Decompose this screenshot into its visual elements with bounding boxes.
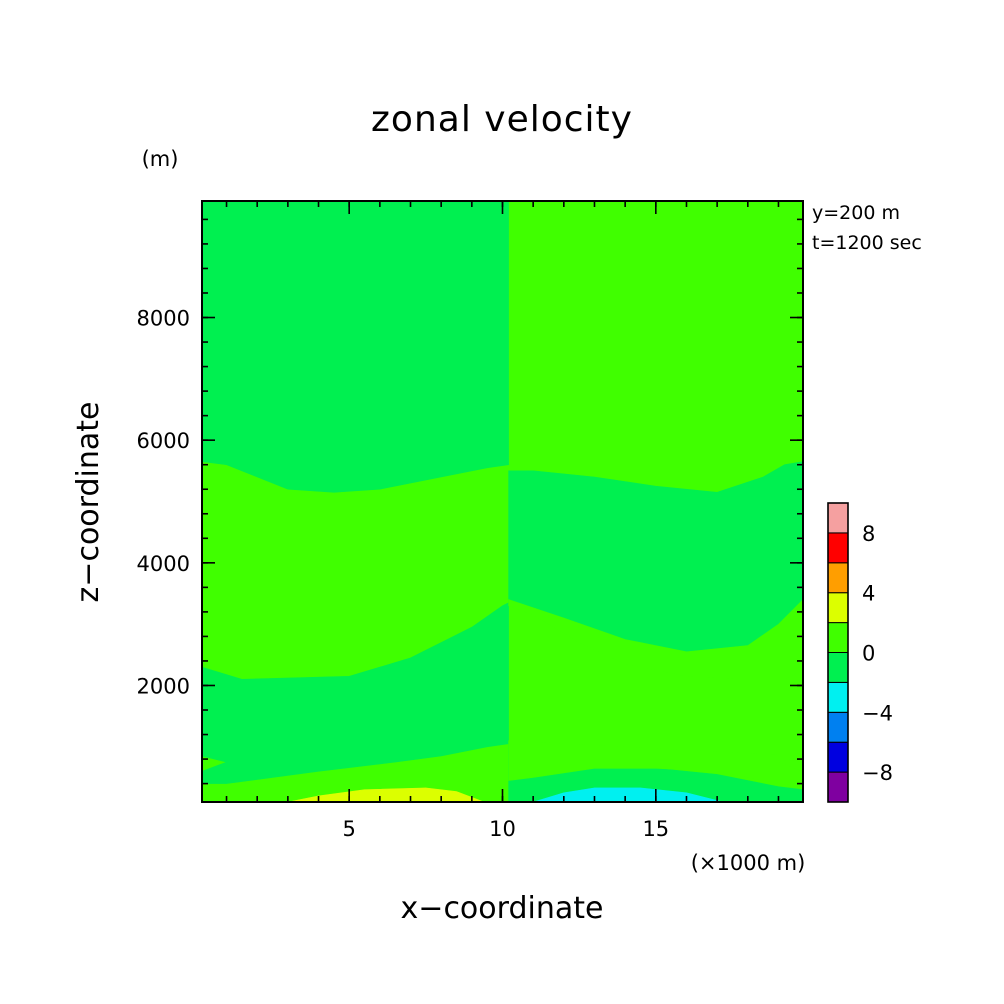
colorbar-swatch — [827, 741, 849, 773]
colorbar-tick-label: −8 — [862, 761, 893, 785]
y-tick-label: 8000 — [137, 307, 190, 331]
x-tick-label: 5 — [342, 817, 355, 841]
colorbar-swatch — [827, 652, 849, 683]
contour-region-3 — [201, 602, 509, 784]
colorbar-swatch — [827, 502, 849, 534]
colorbar-tick-label: 0 — [862, 642, 875, 666]
colorbar-tick-label: 8 — [862, 522, 875, 546]
y-axis-unit: (m) — [142, 147, 179, 171]
contour-regions — [201, 200, 804, 803]
y-tick-label: 2000 — [137, 674, 190, 698]
colorbar-frame — [827, 502, 849, 803]
contour-region-5 — [508, 598, 804, 680]
colorbar: −8 −4 0 4 8 — [827, 502, 893, 803]
colorbar-swatch — [827, 622, 849, 653]
y-axis-label: z−coordinate — [71, 402, 106, 603]
colorbar-swatch — [827, 771, 849, 803]
x-tick-label: 15 — [642, 817, 669, 841]
x-tick-label: 10 — [489, 817, 516, 841]
axis-ticks: 5 10 15 2000 4000 6000 8000 — [137, 201, 803, 841]
chart-title: zonal velocity — [371, 99, 633, 140]
y-tick-label: 6000 — [137, 429, 190, 453]
annotation-time: t=1200 sec — [812, 232, 922, 254]
colorbar-swatch — [827, 681, 849, 713]
colorbar-tick-label: 4 — [862, 582, 875, 606]
colorbar-swatch — [827, 592, 849, 624]
x-axis-unit: (×1000 m) — [691, 851, 806, 875]
y-tick-label: 4000 — [137, 552, 190, 576]
colorbar-swatch — [827, 562, 849, 594]
contour-region-6 — [508, 740, 804, 788]
x-axis-label: x−coordinate — [401, 891, 604, 926]
annotation-y-position: y=200 m — [812, 202, 900, 224]
colorbar-swatch — [827, 711, 849, 743]
colorbar-tick-label: −4 — [862, 701, 893, 725]
contour-region-1 — [201, 200, 509, 493]
colorbar-swatch — [827, 532, 849, 564]
